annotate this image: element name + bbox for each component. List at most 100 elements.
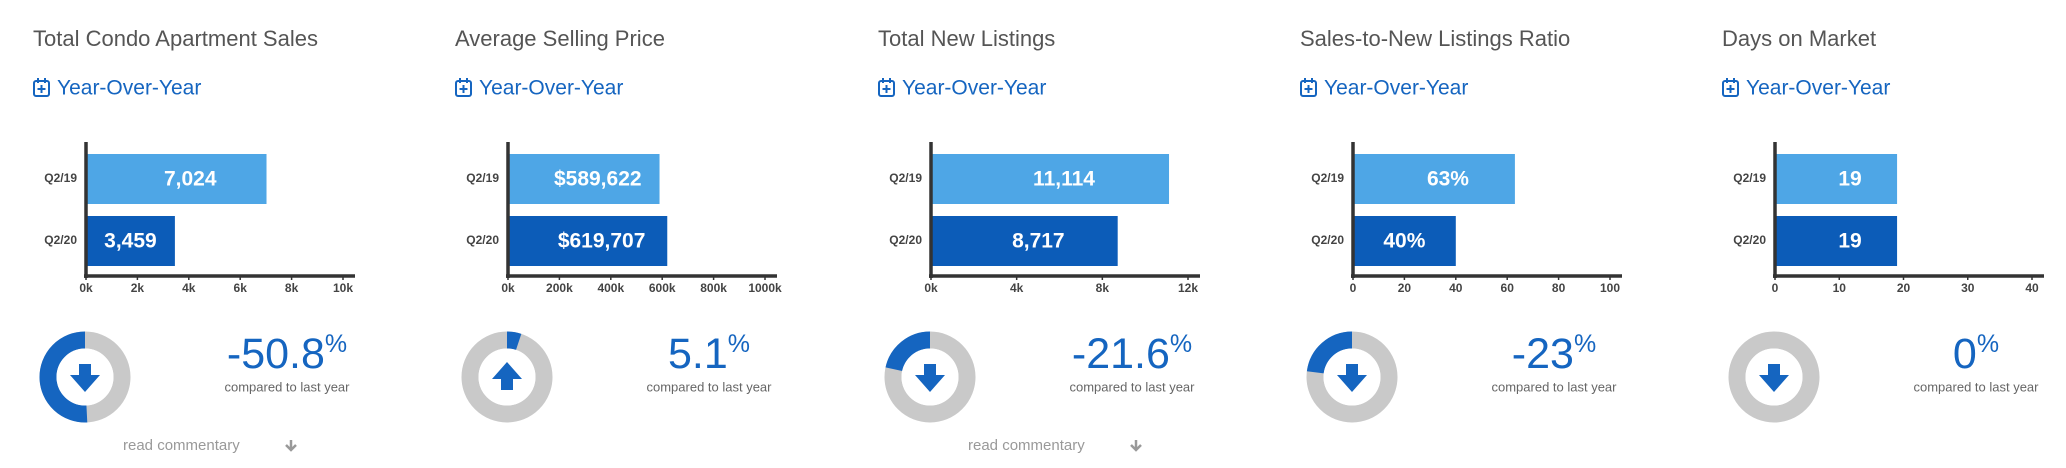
category-label: Q2/20 xyxy=(1311,233,1344,247)
panel-title: Days on Market xyxy=(1722,26,1876,51)
x-tick-label: 0 xyxy=(1772,281,1779,295)
donut-arc xyxy=(1306,331,1353,374)
x-tick-label: 100 xyxy=(1600,281,1620,295)
x-tick-label: 60 xyxy=(1501,281,1515,295)
calendar-icon-plus[interactable] xyxy=(37,78,46,93)
x-tick-label: 20 xyxy=(1897,281,1911,295)
x-tick-label: 40 xyxy=(2025,281,2039,295)
x-tick-label: 200k xyxy=(546,281,573,295)
comparison-note: compared to last year xyxy=(1491,379,1617,394)
x-tick-label: 10k xyxy=(333,281,353,295)
panel: Sales-to-New Listings Ratio Year-Over-Yea… xyxy=(1300,26,1622,423)
direction-arrow xyxy=(915,364,945,392)
comparison-note: compared to last year xyxy=(224,379,350,394)
bar xyxy=(931,154,1170,204)
period-link[interactable]: Year-Over-Year xyxy=(455,77,623,100)
bar-value-label: 3,459 xyxy=(104,230,157,253)
panel: Total New Listings Year-Over-Year 0k 4k 8k 12… xyxy=(878,26,1200,454)
change-value: 5.1 xyxy=(668,330,728,378)
x-tick-label: 800k xyxy=(700,281,727,295)
period-link-text[interactable]: Year-Over-Year xyxy=(1324,77,1468,100)
bar xyxy=(508,154,660,204)
period-link-text[interactable]: Year-Over-Year xyxy=(1746,77,1890,100)
panel: Average Selling Price Year-Over-Year 0k 200… xyxy=(455,26,782,423)
x-tick-label: 0k xyxy=(924,281,938,295)
x-tick-label: 0 xyxy=(1350,281,1357,295)
x-tick-label: 10 xyxy=(1833,281,1847,295)
calendar-icon[interactable] xyxy=(878,80,895,97)
change-unit: % xyxy=(1170,330,1192,358)
calendar-icon-plus[interactable] xyxy=(1304,78,1313,93)
bar xyxy=(1353,154,1515,204)
panel-title: Total New Listings xyxy=(878,26,1055,51)
comparison-note: compared to last year xyxy=(1913,379,2039,394)
read-commentary[interactable]: read commentary xyxy=(123,437,297,454)
x-tick-label: 80 xyxy=(1552,281,1566,295)
comparison-note: compared to last year xyxy=(646,379,772,394)
change-value: -50.8 xyxy=(227,330,325,378)
bar-value-label: 11,114 xyxy=(1033,168,1095,191)
change-text: -23% xyxy=(1512,330,1596,379)
direction-arrow xyxy=(1759,364,1789,392)
category-label: Q2/19 xyxy=(889,171,922,185)
category-label: Q2/19 xyxy=(466,171,499,185)
change-text: 5.1% xyxy=(668,330,750,379)
calendar-icon[interactable] xyxy=(33,80,50,97)
direction-arrow xyxy=(1337,364,1367,392)
period-link-text[interactable]: Year-Over-Year xyxy=(902,77,1046,100)
change-value: 0 xyxy=(1953,330,1977,378)
change-text: -50.8% xyxy=(227,330,347,379)
period-link[interactable]: Year-Over-Year xyxy=(1722,77,1890,100)
period-link-text[interactable]: Year-Over-Year xyxy=(479,77,623,100)
read-commentary-arrow[interactable] xyxy=(285,440,297,452)
x-tick-label: 600k xyxy=(649,281,676,295)
calendar-icon[interactable] xyxy=(1300,80,1317,97)
x-tick-label: 400k xyxy=(597,281,624,295)
bar xyxy=(1775,216,1898,266)
category-label: Q2/19 xyxy=(1311,171,1344,185)
change-text: -21.6% xyxy=(1072,330,1192,379)
category-label: Q2/19 xyxy=(44,171,77,185)
bar-value-label: 8,717 xyxy=(1012,230,1065,253)
x-tick-label: 40 xyxy=(1449,281,1463,295)
read-commentary-text[interactable]: read commentary xyxy=(968,437,1085,454)
bar xyxy=(931,216,1118,266)
calendar-icon[interactable] xyxy=(1722,80,1739,97)
calendar-icon[interactable] xyxy=(455,80,472,97)
category-label: Q2/20 xyxy=(466,233,499,247)
panel-title: Total Condo Apartment Sales xyxy=(33,26,318,51)
period-link-text[interactable]: Year-Over-Year xyxy=(57,77,201,100)
read-commentary[interactable]: read commentary xyxy=(968,437,1142,454)
donut-arc xyxy=(885,331,931,372)
category-label: Q2/20 xyxy=(44,233,77,247)
donut-arc xyxy=(506,331,522,351)
change-unit: % xyxy=(1574,330,1596,358)
read-commentary-arrow[interactable] xyxy=(1130,440,1142,452)
bar-value-label: 19 xyxy=(1838,168,1861,191)
calendar-icon-plus[interactable] xyxy=(1726,78,1735,93)
bar-value-label: 40% xyxy=(1383,230,1425,253)
bar-value-label: 19 xyxy=(1838,230,1861,253)
donut-track xyxy=(1728,331,1820,423)
x-tick-label: 12k xyxy=(1178,281,1198,295)
bar xyxy=(508,216,668,266)
x-tick-label: 1000k xyxy=(748,281,782,295)
x-tick-label: 8k xyxy=(1096,281,1110,295)
period-link[interactable]: Year-Over-Year xyxy=(33,77,201,100)
donut-arc xyxy=(39,331,88,423)
category-label: Q2/19 xyxy=(1733,171,1766,185)
x-tick-label: 8k xyxy=(285,281,299,295)
period-link[interactable]: Year-Over-Year xyxy=(878,77,1046,100)
x-tick-label: 4k xyxy=(182,281,196,295)
x-tick-label: 20 xyxy=(1398,281,1412,295)
change-value: -23 xyxy=(1512,330,1574,378)
read-commentary-text[interactable]: read commentary xyxy=(123,437,240,454)
change-unit: % xyxy=(1977,330,1999,358)
change-unit: % xyxy=(728,330,750,358)
calendar-icon-plus[interactable] xyxy=(459,78,468,93)
direction-arrow xyxy=(492,362,522,390)
calendar-icon-plus[interactable] xyxy=(882,78,891,93)
bar-value-label: 63% xyxy=(1427,168,1469,191)
period-link[interactable]: Year-Over-Year xyxy=(1300,77,1468,100)
